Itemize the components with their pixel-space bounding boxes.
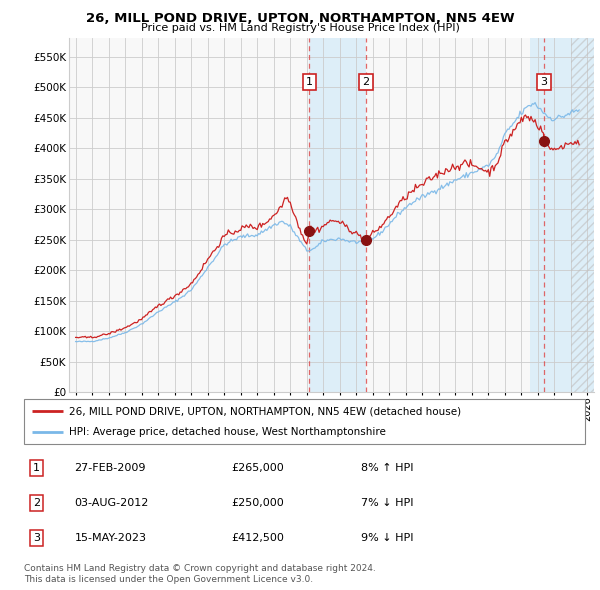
Text: 3: 3	[541, 77, 547, 87]
Text: 2: 2	[362, 77, 370, 87]
Bar	[309, 38, 366, 392]
Text: 9% ↓ HPI: 9% ↓ HPI	[361, 533, 413, 543]
Text: 03-AUG-2012: 03-AUG-2012	[74, 498, 149, 508]
Text: 7% ↓ HPI: 7% ↓ HPI	[361, 498, 413, 508]
Text: 15-MAY-2023: 15-MAY-2023	[74, 533, 146, 543]
Text: 26, MILL POND DRIVE, UPTON, NORTHAMPTON, NN5 4EW (detached house): 26, MILL POND DRIVE, UPTON, NORTHAMPTON,…	[69, 407, 461, 417]
Text: This data is licensed under the Open Government Licence v3.0.: This data is licensed under the Open Gov…	[24, 575, 313, 584]
Text: 8% ↑ HPI: 8% ↑ HPI	[361, 463, 413, 473]
Text: HPI: Average price, detached house, West Northamptonshire: HPI: Average price, detached house, West…	[69, 427, 386, 437]
Text: £412,500: £412,500	[232, 533, 284, 543]
FancyBboxPatch shape	[24, 399, 585, 444]
Bar	[530, 38, 594, 392]
Text: 26, MILL POND DRIVE, UPTON, NORTHAMPTON, NN5 4EW: 26, MILL POND DRIVE, UPTON, NORTHAMPTON,…	[86, 12, 514, 25]
Text: 27-FEB-2009: 27-FEB-2009	[74, 463, 146, 473]
Text: £250,000: £250,000	[232, 498, 284, 508]
Text: 1: 1	[306, 77, 313, 87]
Text: Price paid vs. HM Land Registry's House Price Index (HPI): Price paid vs. HM Land Registry's House …	[140, 23, 460, 33]
Text: Contains HM Land Registry data © Crown copyright and database right 2024.: Contains HM Land Registry data © Crown c…	[24, 565, 376, 573]
Bar	[571, 38, 594, 392]
Text: 3: 3	[33, 533, 40, 543]
Text: 2: 2	[33, 498, 40, 508]
Bar	[571, 38, 594, 392]
Text: £265,000: £265,000	[232, 463, 284, 473]
Text: 1: 1	[33, 463, 40, 473]
